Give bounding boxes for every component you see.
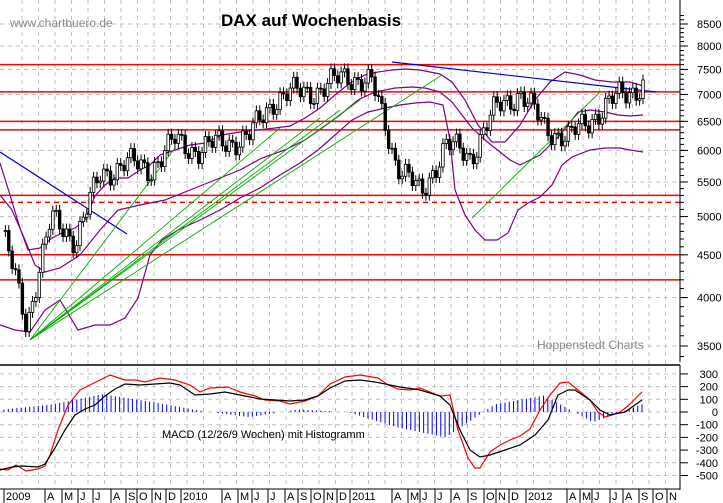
time-tick-label: M bbox=[240, 491, 249, 503]
time-tick-label: O bbox=[655, 491, 664, 503]
time-tick-label: J bbox=[270, 491, 276, 503]
time-tick-label: S bbox=[470, 491, 477, 503]
price-tick-label: 3500 bbox=[697, 341, 721, 353]
time-tick-label: N bbox=[669, 491, 677, 503]
time-tick-label: D bbox=[511, 491, 519, 503]
time-tick-label: S bbox=[641, 491, 648, 503]
time-tick-label: A bbox=[453, 491, 461, 503]
time-tick-label: 2012 bbox=[528, 491, 552, 503]
macd-tick-label: -400 bbox=[696, 458, 718, 470]
source-label: Hoppenstedt Charts bbox=[537, 338, 644, 352]
time-tick-label: A bbox=[47, 491, 55, 503]
chart-title: DAX auf Wochenbasis bbox=[221, 11, 401, 30]
time-tick-label: A bbox=[224, 491, 232, 503]
time-tick-label: D bbox=[339, 491, 347, 503]
time-tick-label: A bbox=[287, 491, 295, 503]
macd-tick-label: -300 bbox=[696, 445, 718, 457]
price-tick-label: 6500 bbox=[697, 116, 721, 128]
time-tick-label: J bbox=[95, 491, 101, 503]
time-tick-label: M bbox=[410, 491, 419, 503]
macd-tick-label: -100 bbox=[696, 420, 718, 432]
watermark: www.chartbuero.de bbox=[9, 16, 113, 30]
support-resistance-lines bbox=[0, 63, 680, 281]
time-tick-label: A bbox=[625, 491, 633, 503]
macd-tick-label: 300 bbox=[700, 369, 718, 381]
macd-tick-label: -200 bbox=[696, 432, 718, 444]
macd-label: MACD (12/26/9 Wochen) mit Histogramm bbox=[162, 429, 365, 441]
time-tick-label: 2009 bbox=[6, 491, 30, 503]
price-tick-label: 4000 bbox=[697, 293, 721, 305]
signal-line bbox=[0, 374, 643, 472]
price-tick-label: 7500 bbox=[697, 64, 721, 76]
time-tick-label: O bbox=[486, 491, 495, 503]
price-tick-label: 4500 bbox=[697, 250, 721, 262]
macd-tick-label: 100 bbox=[700, 394, 718, 406]
time-tick-label: M bbox=[64, 491, 73, 503]
time-tick-label: O bbox=[313, 491, 322, 503]
time-tick-label: N bbox=[326, 491, 334, 503]
time-tick-label: S bbox=[128, 491, 135, 503]
macd-tick-label: 0 bbox=[712, 407, 718, 419]
price-tick-label: 8000 bbox=[697, 41, 721, 53]
price-tick-label: 5000 bbox=[697, 212, 721, 224]
price-candles bbox=[3, 63, 645, 337]
time-tick-label: A bbox=[113, 491, 121, 503]
trendlines bbox=[0, 61, 657, 341]
price-tick-label: 7000 bbox=[697, 89, 721, 101]
time-tick-label: J bbox=[612, 491, 618, 503]
price-axis: 3500 4000 4500 5000 5500 6000 6500 7000 7500 8000… bbox=[679, 0, 721, 362]
time-tick-label: D bbox=[168, 491, 176, 503]
macd-panel: MACD (12/26/9 Wochen) mit Histogramm 300… bbox=[0, 365, 718, 490]
time-tick-label: M bbox=[582, 491, 591, 503]
macd-tick-label: 200 bbox=[700, 382, 718, 394]
time-tick-label: 2011 bbox=[352, 491, 376, 503]
macd-line bbox=[0, 379, 643, 471]
macd-tick-label: -500 bbox=[696, 471, 718, 483]
time-tick-label: 2010 bbox=[183, 491, 207, 503]
price-tick-label: 8500 bbox=[697, 19, 721, 31]
time-tick-label: A bbox=[569, 491, 577, 503]
time-tick-label: A bbox=[394, 491, 402, 503]
price-tick-label: 5500 bbox=[697, 177, 721, 189]
price-tick-label: 6000 bbox=[697, 145, 721, 157]
time-tick-label: N bbox=[154, 491, 162, 503]
time-tick-label: J bbox=[422, 491, 428, 503]
time-axis: 2009 A M J J A S O N D 2010 A M J J A S O N D 2011 A M J J A S O N D 2… bbox=[0, 488, 680, 503]
time-tick-label: N bbox=[498, 491, 506, 503]
time-tick-label: S bbox=[300, 491, 307, 503]
time-tick-label: J bbox=[437, 491, 443, 503]
time-tick-label: J bbox=[254, 491, 260, 503]
bollinger-bands bbox=[0, 68, 644, 333]
time-tick-label: O bbox=[139, 491, 148, 503]
time-tick-label: J bbox=[594, 491, 600, 503]
time-tick-label: J bbox=[80, 491, 86, 503]
